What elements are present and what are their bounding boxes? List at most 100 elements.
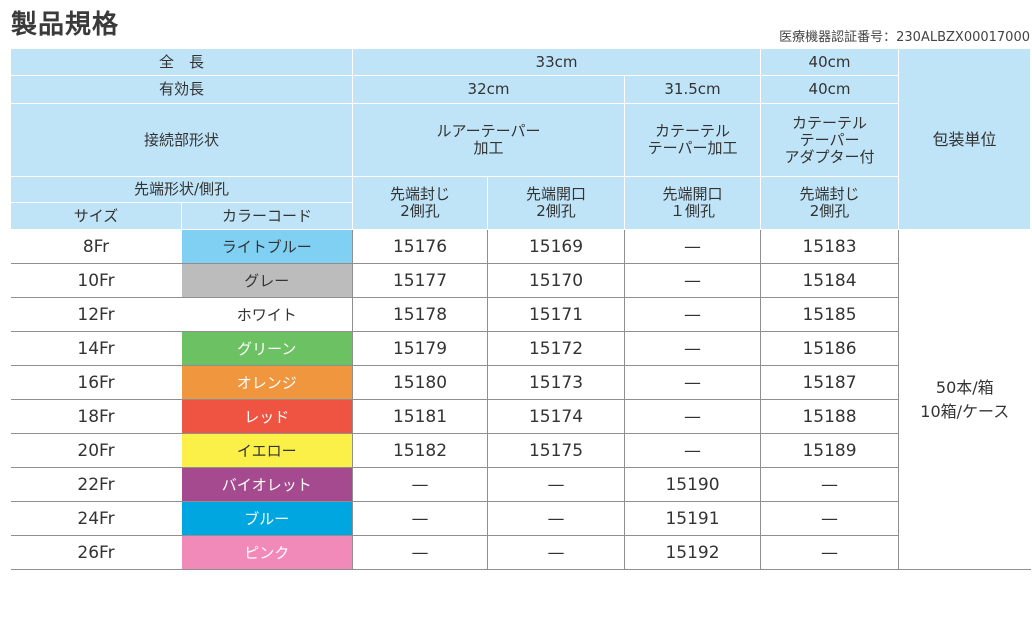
product-code-cell: 15182 [352, 433, 488, 468]
product-code-cell: 15172 [487, 331, 625, 366]
product-code-cell: 15171 [487, 297, 625, 332]
size-cell: 10Fr [10, 263, 182, 298]
packaging-label: 包装単位 [898, 48, 1032, 230]
product-code-cell: 15184 [760, 263, 899, 298]
product-code-cell: 15190 [624, 467, 761, 502]
packaging-cell: 50本/箱 10箱/ケース [898, 229, 1031, 570]
product-code-cell: — [352, 501, 488, 536]
tip-col2-line1: 先端開口 [526, 185, 587, 203]
product-code-cell: — [760, 535, 899, 570]
total-length-40: 40cm [760, 48, 900, 76]
product-spec-table: 全 長 33cm 40cm 包装単位 有効長 32cm 31.5cm 40cm … [9, 48, 1032, 570]
size-cell: 20Fr [10, 433, 182, 468]
table-row: 24Fr ブルー — —15191— [10, 501, 1031, 536]
product-code-cell: — [352, 467, 488, 502]
product-code-cell: 15177 [352, 263, 488, 298]
connector-adapter-line1: カテーテル [792, 113, 868, 132]
tip-col1-line2: 2側孔 [400, 202, 440, 220]
page-title: 製品規格 [11, 10, 120, 40]
product-code-cell: — [624, 433, 761, 468]
connector-adapter-line3: アダプター付 [784, 147, 875, 166]
product-code-cell: — [760, 467, 899, 502]
color-code-cell: ライトブルー [181, 229, 353, 264]
product-code-cell: 15178 [352, 297, 488, 332]
tip-col4-line2: 2側孔 [809, 202, 850, 220]
effective-length-40: 40cm [760, 75, 900, 104]
effective-length-32: 32cm [352, 75, 626, 104]
product-code-cell: 15179 [352, 331, 488, 366]
table-row: 14Fr グリーン 15179 15172—15186 [10, 331, 1031, 366]
total-length-label: 全 長 [9, 48, 354, 76]
product-code-cell: — [624, 365, 761, 400]
product-code-cell: 15185 [760, 297, 899, 332]
product-code-cell: — [760, 501, 899, 536]
table-row: 22Fr バイオレット — —15190— [10, 467, 1031, 502]
product-code-cell: — [487, 535, 625, 570]
packaging-line1: 50本/箱 [935, 377, 994, 397]
product-code-cell: 15186 [760, 331, 899, 366]
product-code-cell: — [352, 535, 488, 570]
packaging-line2: 10箱/ケース [920, 401, 1010, 421]
connector-adapter: カテーテル テーパー アダプター付 [760, 103, 900, 177]
product-code-cell: 15189 [760, 433, 899, 468]
connector-label: 接続部形状 [9, 103, 354, 177]
connector-luer-line2: 加工 [473, 139, 504, 157]
approval-number: 医療機器認証番号：230ALBZX00017000 [779, 30, 1030, 45]
connector-catheter-taper: カテーテル テーパー加工 [624, 103, 762, 177]
tip-col1: 先端封じ 2側孔 [352, 176, 489, 230]
product-code-cell: 15183 [760, 229, 899, 264]
product-code-cell: 15173 [487, 365, 625, 400]
connector-luer: ルアーテーパー 加工 [352, 103, 626, 177]
size-cell: 18Fr [10, 399, 182, 434]
product-code-cell: 15180 [352, 365, 488, 400]
tip-col4: 先端封じ 2側孔 [760, 176, 900, 230]
product-code-cell: 15192 [624, 535, 761, 570]
product-code-cell: 15176 [352, 229, 488, 264]
table-row: 18Fr レッド 15181 15174—15188 [10, 399, 1031, 434]
table-row: 16Fr オレンジ 15180 15173—15187 [10, 365, 1031, 400]
total-length-33: 33cm [352, 48, 762, 76]
product-code-cell: 15181 [352, 399, 488, 434]
product-code-cell: — [624, 297, 761, 332]
product-code-cell: 15175 [487, 433, 625, 468]
tip-col3-line2: １側孔 [670, 202, 716, 220]
size-cell: 24Fr [10, 501, 182, 536]
color-code-label: カラーコード [180, 202, 354, 230]
tip-col2: 先端開口 2側孔 [487, 176, 626, 230]
tip-col2-line2: 2側孔 [536, 202, 576, 220]
connector-cath-line2: テーパー加工 [647, 139, 738, 157]
product-code-cell: — [624, 399, 761, 434]
table-row: 8Fr ライトブルー 15176 15169—15183 50本/箱 10箱/ケース [10, 229, 1031, 570]
tip-col3: 先端開口 １側孔 [624, 176, 762, 230]
size-cell: 14Fr [10, 331, 182, 366]
color-code-cell: イエロー [181, 433, 353, 468]
connector-luer-line1: ルアーテーパー [436, 122, 541, 140]
product-code-cell: 15169 [487, 229, 625, 264]
color-code-cell: ブルー [181, 501, 353, 536]
color-code-cell: レッド [181, 399, 353, 434]
connector-adapter-line2: テーパー [799, 130, 860, 149]
table-row: 20Fr イエロー 15182 15175—15189 [10, 433, 1031, 468]
color-code-cell: グリーン [181, 331, 353, 366]
color-code-cell: オレンジ [181, 365, 353, 400]
connector-cath-line1: カテーテル [655, 122, 731, 140]
tip-col1-line1: 先端封じ [390, 185, 451, 203]
product-code-cell: — [624, 229, 761, 264]
product-code-cell: 15170 [487, 263, 625, 298]
table-row: 26Fr ピンク — —15192— [10, 535, 1031, 570]
color-code-cell: ホワイト [181, 297, 353, 332]
product-code-cell: — [487, 467, 625, 502]
tip-col3-line1: 先端開口 [662, 185, 723, 203]
size-label: サイズ [10, 202, 182, 230]
color-code-cell: ピンク [181, 535, 353, 570]
tip-shape-label: 先端形状/側孔 [9, 176, 354, 203]
product-code-cell: — [624, 331, 761, 366]
product-code-cell: 15174 [487, 399, 625, 434]
product-code-cell: 15191 [624, 501, 761, 536]
size-cell: 16Fr [10, 365, 182, 400]
size-cell: 22Fr [10, 467, 182, 502]
color-code-cell: グレー [181, 263, 353, 298]
product-code-cell: 15187 [760, 365, 899, 400]
effective-length-label: 有効長 [9, 75, 354, 104]
product-code-cell: — [487, 501, 625, 536]
